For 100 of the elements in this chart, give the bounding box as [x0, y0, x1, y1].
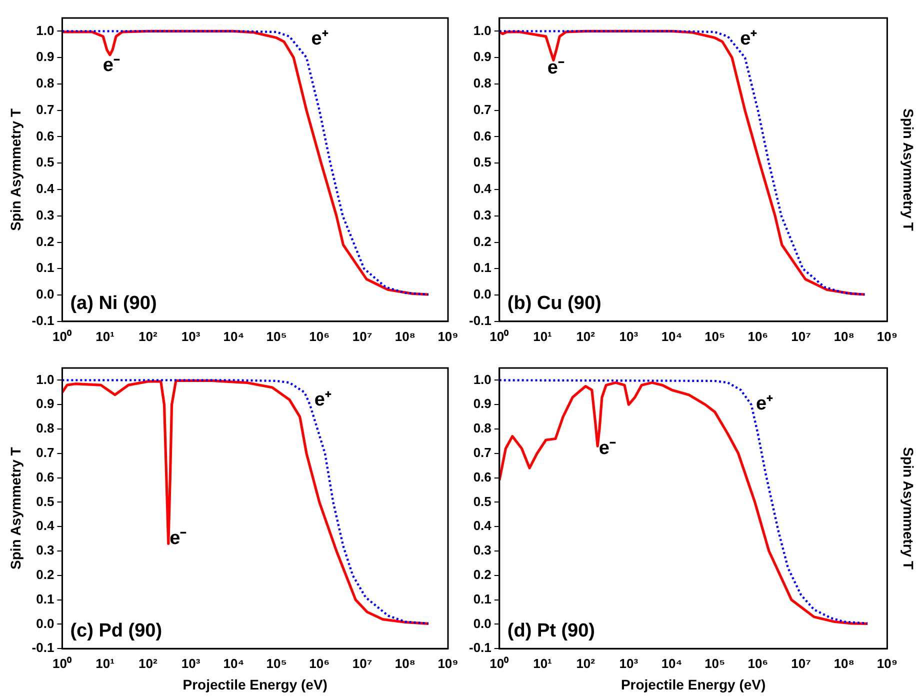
x-tick-label: 10³	[619, 656, 639, 671]
x-tick-label: 10⁹	[876, 328, 898, 344]
annotation: e⁻	[170, 528, 188, 550]
y-tick-label: 0.9	[473, 396, 492, 412]
y-axis-title: Spin Asymmetry T	[900, 447, 917, 570]
y-tick-label: 0.3	[36, 207, 54, 222]
x-tick-label: 10⁶	[309, 656, 330, 671]
y-tick-label: 0.3	[36, 542, 54, 558]
y-tick-label: 0.1	[473, 591, 492, 606]
y-tick-label: 0.8	[36, 76, 54, 91]
x-tick-label: 10⁹	[876, 656, 898, 671]
y-tick-label: 1.0	[36, 372, 54, 387]
y-tick-label: 0.9	[36, 396, 54, 412]
y-tick-label: 1.0	[473, 22, 492, 38]
y-tick-label: 0.7	[473, 444, 492, 460]
x-tick-label: 10¹	[533, 328, 552, 344]
y-tick-label: 0.8	[36, 420, 54, 436]
annotation: e⁺	[314, 390, 332, 411]
y-tick-label: -0.1	[468, 640, 492, 656]
x-tick-label: 10⁷	[352, 656, 372, 671]
x-tick-label: 10⁴	[661, 656, 682, 671]
x-tick-label: 10¹	[533, 656, 552, 671]
annotation: (c) Pd (90)	[70, 620, 162, 642]
x-tick-label: 10⁶	[309, 328, 330, 344]
y-tick-label: 0.1	[36, 260, 54, 276]
x-tick-label: 10⁵	[704, 328, 726, 344]
x-tick-label: 10³	[181, 328, 201, 344]
y-tick-label: 0.1	[36, 591, 54, 606]
annotation: (d) Pt (90)	[507, 620, 596, 642]
y-tick-label: 0.4	[36, 518, 55, 534]
y-tick-label: 0.0	[36, 286, 54, 302]
x-tick-label: 10²	[138, 656, 158, 671]
x-tick-label: 10⁶	[748, 328, 768, 344]
annotation: (a) Ni (90)	[70, 293, 157, 314]
x-tick-label: 10⁵	[704, 656, 726, 671]
y-tick-label: 0.2	[473, 566, 492, 582]
y-tick-label: 0.3	[473, 207, 492, 222]
x-axis-title: Projectile Energy (eV)	[620, 676, 766, 692]
x-tick-label: 10⁰	[52, 328, 72, 344]
x-tick-label: 10⁹	[438, 328, 458, 344]
x-tick-label: 10³	[619, 328, 639, 344]
annotation: e⁻	[547, 57, 565, 78]
x-tick-label: 10⁸	[834, 328, 854, 344]
y-tick-label: 0.0	[473, 616, 492, 631]
annotation: e⁺	[740, 28, 758, 50]
y-tick-label: 0.1	[473, 260, 492, 276]
y-tick-label: 0.4	[473, 181, 492, 196]
y-axis-title: Spin Asymmetry T	[900, 108, 917, 232]
x-tick-label: 10⁷	[352, 328, 372, 344]
y-tick-label: 0.8	[473, 420, 492, 436]
x-tick-label: 10²	[138, 328, 158, 344]
annotation: e⁺	[756, 394, 774, 415]
x-tick-label: 10⁹	[438, 656, 458, 671]
y-tick-label: 0.6	[473, 128, 492, 144]
y-tick-label: 1.0	[36, 22, 54, 38]
annotation: (b) Cu (90)	[507, 293, 602, 314]
y-tick-label: 0.2	[473, 234, 492, 249]
x-tick-label: 10²	[576, 328, 596, 344]
x-axis-title: Projectile Energy (eV)	[182, 676, 328, 692]
x-tick-label: 10⁴	[661, 328, 682, 344]
x-tick-label: 10⁸	[834, 656, 854, 671]
x-tick-label: 10³	[181, 656, 201, 671]
y-axis-title: Spin Asymmetry T	[7, 108, 24, 231]
y-tick-label: -0.1	[468, 312, 492, 328]
y-tick-label: 0.6	[36, 128, 54, 144]
y-tick-label: 0.9	[473, 49, 492, 64]
x-tick-label: 10⁸	[394, 656, 416, 671]
y-tick-label: 0.0	[473, 286, 492, 302]
y-tick-label: 0.2	[36, 566, 54, 582]
annotation: e⁻	[598, 438, 616, 459]
y-tick-label: 0.3	[473, 542, 492, 558]
y-tick-label: 1.0	[473, 372, 492, 387]
x-tick-label: 10¹	[96, 656, 114, 671]
y-tick-label: 0.5	[473, 494, 492, 509]
y-tick-label: 0.4	[473, 518, 492, 534]
x-tick-label: 10⁵	[266, 656, 287, 671]
y-tick-label: 0.7	[473, 102, 492, 117]
y-tick-label: -0.1	[32, 312, 54, 328]
y-tick-label: -0.1	[32, 640, 54, 656]
x-tick-label: 10⁵	[266, 328, 287, 344]
x-tick-label: 10⁰	[490, 656, 510, 671]
y-tick-label: 0.7	[36, 444, 54, 460]
x-tick-label: 10⁰	[490, 328, 510, 344]
y-tick-label: 0.9	[36, 49, 54, 64]
y-axis-title: Spin Asymmetry T	[7, 446, 24, 570]
x-tick-label: 10⁴	[223, 328, 244, 344]
y-tick-label: 0.0	[36, 616, 54, 631]
y-tick-label: 0.5	[36, 494, 54, 509]
annotation: e⁻	[102, 54, 120, 76]
y-tick-label: 0.8	[473, 76, 492, 91]
annotation: e⁺	[311, 28, 329, 50]
y-tick-label: 0.5	[473, 154, 492, 170]
y-tick-label: 0.7	[36, 102, 54, 117]
x-tick-label: 10⁸	[394, 328, 416, 344]
x-tick-label: 10¹	[96, 328, 114, 344]
x-tick-label: 10⁴	[223, 656, 244, 671]
y-tick-label: 0.6	[36, 469, 54, 484]
y-tick-label: 0.5	[36, 154, 54, 170]
y-tick-label: 0.2	[36, 234, 54, 249]
y-tick-label: 0.6	[473, 469, 492, 484]
